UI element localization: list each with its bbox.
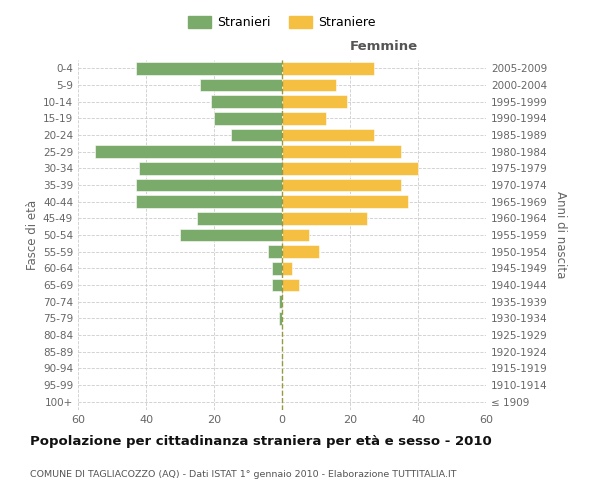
Bar [95,146,282,158]
Bar [282,129,374,141]
Bar [282,79,337,92]
Bar [268,246,282,258]
Bar [282,112,326,124]
Bar [200,79,282,92]
Bar [282,279,299,291]
Y-axis label: Anni di nascita: Anni di nascita [554,192,567,278]
Bar [282,162,418,174]
Bar [214,112,282,124]
Bar [136,196,282,208]
Bar [272,262,282,274]
Bar [278,312,282,324]
Legend: Stranieri, Straniere: Stranieri, Straniere [184,11,380,34]
Bar [136,179,282,192]
Y-axis label: Fasce di età: Fasce di età [26,200,39,270]
Bar [278,296,282,308]
Bar [282,146,401,158]
Bar [282,179,401,192]
Bar [282,212,367,224]
Text: COMUNE DI TAGLIACOZZO (AQ) - Dati ISTAT 1° gennaio 2010 - Elaborazione TUTTITALI: COMUNE DI TAGLIACOZZO (AQ) - Dati ISTAT … [30,470,457,479]
Bar [139,162,282,174]
Bar [282,246,319,258]
Text: Femmine: Femmine [350,40,418,53]
Bar [282,196,408,208]
Bar [197,212,282,224]
Text: Popolazione per cittadinanza straniera per età e sesso - 2010: Popolazione per cittadinanza straniera p… [30,435,492,448]
Bar [136,62,282,74]
Bar [272,279,282,291]
Bar [231,129,282,141]
Bar [282,229,309,241]
Bar [282,262,292,274]
Bar [211,96,282,108]
Bar [282,62,374,74]
Bar [282,96,347,108]
Bar [180,229,282,241]
